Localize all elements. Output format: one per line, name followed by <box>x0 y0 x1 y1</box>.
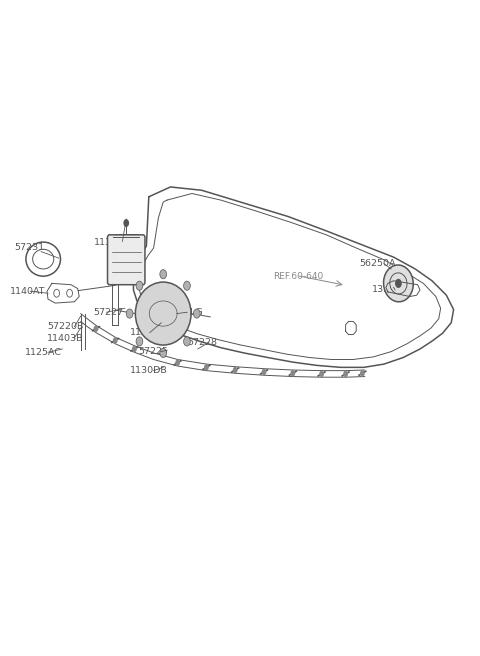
Circle shape <box>136 337 143 346</box>
Ellipse shape <box>384 265 413 302</box>
Text: 57231: 57231 <box>14 243 45 253</box>
Text: 1130DB: 1130DB <box>130 366 168 375</box>
Circle shape <box>360 370 365 377</box>
Text: REF.60-640: REF.60-640 <box>274 272 324 281</box>
Circle shape <box>160 348 167 358</box>
Text: 1130AF: 1130AF <box>94 238 130 247</box>
Circle shape <box>262 369 266 375</box>
Circle shape <box>175 359 180 366</box>
Text: 1140AT: 1140AT <box>10 287 45 297</box>
Circle shape <box>183 281 190 291</box>
Circle shape <box>136 281 143 291</box>
Text: 57225: 57225 <box>138 347 168 356</box>
Circle shape <box>160 270 167 279</box>
Circle shape <box>123 219 129 227</box>
Circle shape <box>290 370 295 377</box>
Ellipse shape <box>135 282 191 345</box>
Circle shape <box>132 346 137 352</box>
Text: 57220B: 57220B <box>47 322 84 331</box>
Circle shape <box>395 279 402 288</box>
Circle shape <box>193 309 200 318</box>
Text: 1125AC: 1125AC <box>25 348 62 357</box>
Text: 1123LE: 1123LE <box>130 328 165 337</box>
Circle shape <box>319 371 324 377</box>
Circle shape <box>204 364 209 371</box>
Text: 1339GA: 1339GA <box>372 285 410 295</box>
Text: 1123LG: 1123LG <box>167 308 204 317</box>
Circle shape <box>343 371 348 377</box>
Circle shape <box>126 309 133 318</box>
Text: 56250A: 56250A <box>359 259 396 268</box>
Circle shape <box>94 325 98 332</box>
Text: 57228: 57228 <box>187 338 217 347</box>
FancyBboxPatch shape <box>108 235 145 285</box>
Text: 11403B: 11403B <box>47 334 84 343</box>
Circle shape <box>113 337 118 344</box>
Circle shape <box>233 367 238 373</box>
Text: 57227: 57227 <box>94 308 124 317</box>
Circle shape <box>183 337 190 346</box>
